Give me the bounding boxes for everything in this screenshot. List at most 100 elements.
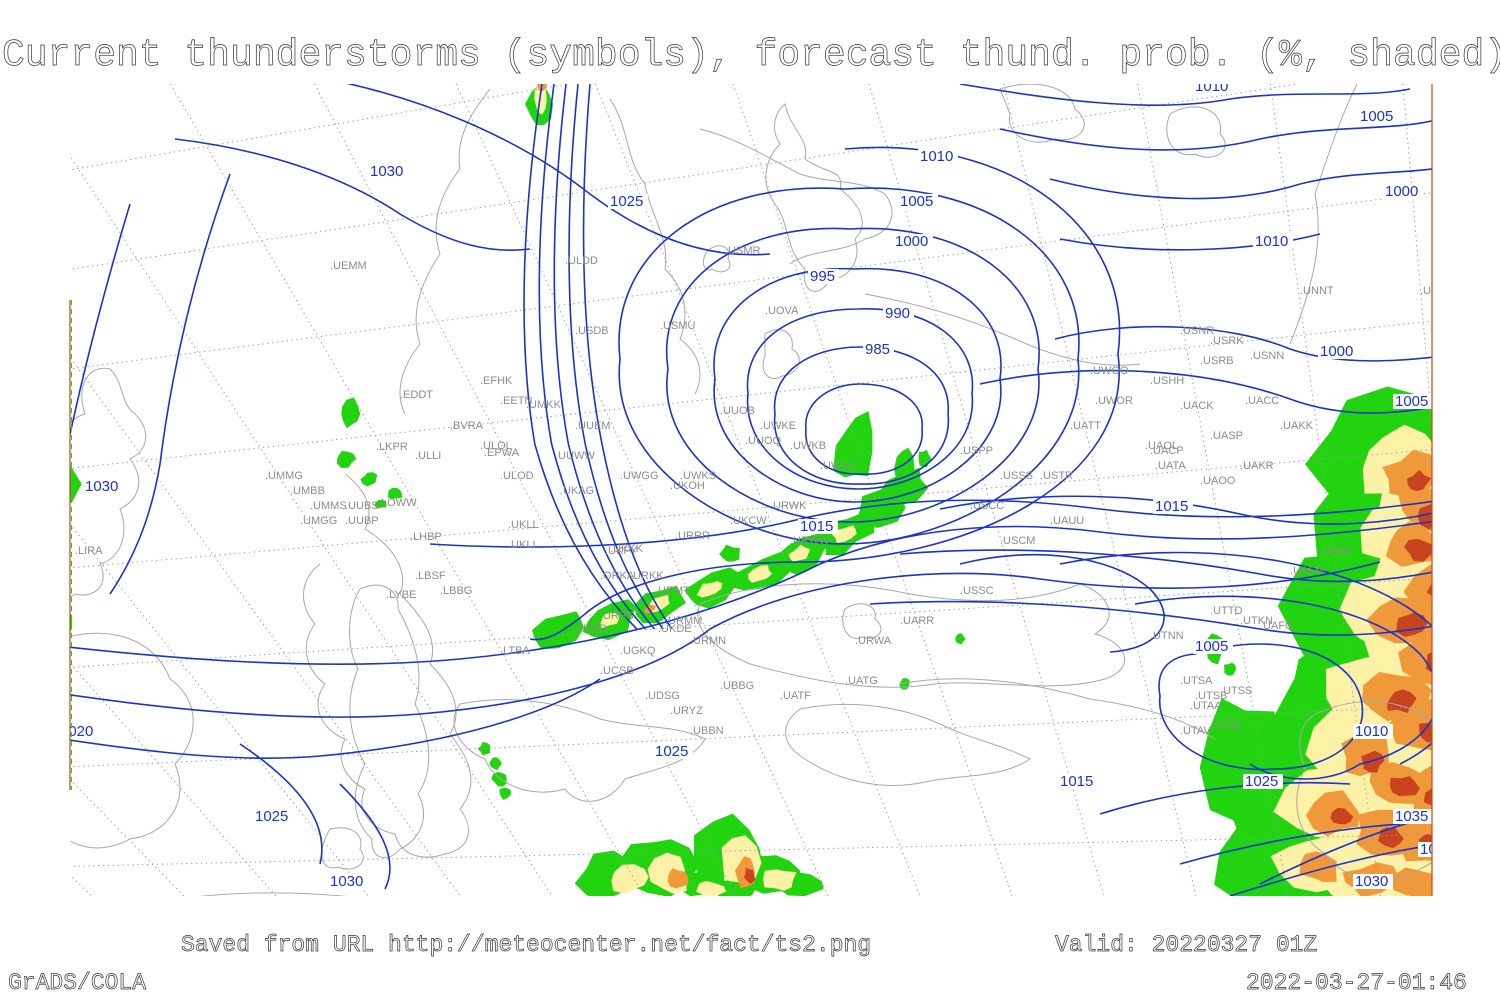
svg-text:.UDSG: .UDSG [645,690,680,702]
svg-text:.UKFY: .UKFY [605,545,638,557]
svg-text:.UACC: .UACC [1245,395,1279,407]
svg-text:.ULOD: .ULOD [500,470,534,482]
svg-text:.EDDT: .EDDT [400,389,433,401]
svg-text:1015: 1015 [800,518,833,535]
svg-text:.URMN: .URMN [690,635,726,647]
svg-text:.UUEM: .UUEM [575,420,610,432]
svg-text:.UAKK: .UAKK [1320,545,1354,557]
svg-text:.URKK: .URKK [630,570,664,582]
svg-text:1000: 1000 [1320,343,1353,360]
svg-text:.URWW: .URWW [790,535,830,547]
svg-text:1015: 1015 [1155,498,1188,515]
svg-text:.UKAG: .UKAG [560,485,594,497]
svg-text:.UACK: .UACK [1180,400,1214,412]
svg-text:.UMBB: .UMBB [290,485,325,497]
svg-text:1015: 1015 [1060,773,1093,790]
svg-text:1010: 1010 [920,148,953,165]
svg-text:1030: 1030 [1355,873,1388,890]
svg-text:.USHH: .USHH [1150,375,1184,387]
svg-text:995: 995 [810,268,835,285]
svg-text:1010: 1010 [1255,233,1288,250]
svg-text:.UTTD: .UTTD [1210,605,1242,617]
svg-text:.USRB: .USRB [1200,355,1234,367]
svg-text:1010: 1010 [1355,723,1388,740]
svg-text:.UAFQ: .UAFQ [1260,620,1294,632]
svg-text:.UNNT: .UNNT [1300,285,1334,297]
svg-text:.URYZ: .URYZ [670,705,703,717]
svg-text:1005: 1005 [1360,108,1393,125]
svg-text:.UCSB: .UCSB [600,665,634,677]
svg-text:.UMMG: .UMMG [265,470,303,482]
svg-text:.UASP: .UASP [1210,430,1243,442]
svg-text:.UWLU: .UWLU [820,460,856,472]
svg-text:.UUBP: .UUBP [345,515,379,527]
svg-text:.ULLI: .ULLI [415,450,441,462]
svg-text:.UTSK: .UTSK [1210,720,1243,732]
svg-text:.UAOL: .UAOL [1145,440,1178,452]
svg-text:.LHBP: .LHBP [410,531,442,543]
svg-text:.UBBN: .UBBN [690,725,724,737]
svg-text:.USCM: .USCM [1000,535,1035,547]
svg-text:.UTSA: .UTSA [1180,675,1213,687]
svg-text:.UTNN: .UTNN [1150,630,1184,642]
svg-text:1030: 1030 [330,873,363,890]
svg-text:.USRK: .USRK [1210,335,1244,347]
svg-text:.LOWW: .LOWW [378,497,417,509]
svg-text:.UWOO: .UWOO [1090,365,1129,377]
svg-text:.UUOQ: .UUOQ [745,435,782,447]
svg-text:.UEMM: .UEMM [330,260,367,272]
svg-text:.USSS: .USSS [1000,470,1033,482]
svg-text:.LIRA: .LIRA [75,545,103,557]
svg-text:.UKLL: .UKLL [508,519,539,531]
svg-text:.LYBE: .LYBE [386,589,416,601]
svg-text:990: 990 [885,305,910,322]
svg-text:1005: 1005 [900,193,933,210]
svg-text:.USSC: .USSC [960,585,994,597]
svg-text:1025: 1025 [655,743,688,760]
svg-text:.UATT: .UATT [1070,420,1101,432]
svg-text:.UARR: .UARR [900,615,934,627]
svg-text:.UKLI: .UKLI [508,539,536,551]
svg-text:.ULOL: .ULOL [480,440,512,452]
svg-text:.UAUU: .UAUU [1050,515,1084,527]
svg-text:.USMR: .USMR [725,245,761,257]
svg-text:.UATA: .UATA [1155,460,1186,472]
svg-text:.USNR: .USNR [1180,325,1214,337]
svg-text:.UATG: .UATG [845,675,878,687]
svg-text:.UUWW: .UUWW [555,450,595,462]
svg-text:1005: 1005 [1395,393,1428,410]
svg-text:1035: 1035 [1395,808,1428,825]
svg-text:.URSS: .URSS [600,610,634,622]
svg-text:985: 985 [865,341,890,358]
svg-text:1025: 1025 [255,808,288,825]
svg-text:.UMMS: .UMMS [310,500,347,512]
svg-text:.UOVA: .UOVA [765,305,799,317]
svg-text:1025: 1025 [610,193,643,210]
svg-text:.USNN: .USNN [1250,350,1284,362]
svg-text:.USTR: .USTR [1040,470,1073,482]
svg-text:.UAOO: .UAOO [1200,475,1236,487]
svg-text:1000: 1000 [1385,183,1418,200]
svg-text:.UWGG: .UWGG [620,470,659,482]
svg-text:.UKOD: .UKOD [572,623,607,635]
svg-text:.USMU: .USMU [660,320,696,332]
svg-text:.URRR: .URRR [675,530,710,542]
svg-text:.URMT: .URMT [655,585,690,597]
svg-text:.UAKK: .UAKK [1280,420,1314,432]
svg-text:.LKPR: .LKPR [376,441,408,453]
svg-text:.LTBA: .LTBA [500,645,530,657]
svg-text:1000: 1000 [895,233,928,250]
svg-text:1005: 1005 [1195,638,1228,655]
svg-text:1010: 1010 [1195,84,1228,95]
svg-text:.UAKR: .UAKR [1240,460,1274,472]
svg-text:1030: 1030 [370,163,403,180]
svg-text:.UMGG: .UMGG [300,515,337,527]
svg-text:.UKOH: .UKOH [670,480,705,492]
svg-text:.ULDD: .ULDD [565,255,598,267]
svg-text:.URWK: .URWK [770,500,807,512]
svg-text:.EETN: .EETN [500,395,532,407]
svg-text:.BVRA: .BVRA [450,420,484,432]
svg-text:.USDB: .USDB [575,325,609,337]
svg-text:.UTSS: .UTSS [1220,685,1252,697]
svg-text:.UWKB: .UWKB [790,440,826,452]
